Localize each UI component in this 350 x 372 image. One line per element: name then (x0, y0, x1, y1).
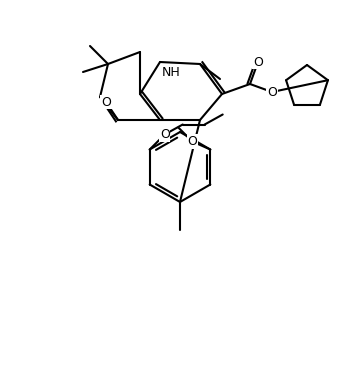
Text: NH: NH (162, 65, 181, 78)
Text: O: O (267, 86, 277, 99)
Text: O: O (253, 55, 263, 68)
Text: O: O (101, 96, 111, 109)
Text: O: O (160, 128, 170, 141)
Text: O: O (187, 135, 197, 148)
